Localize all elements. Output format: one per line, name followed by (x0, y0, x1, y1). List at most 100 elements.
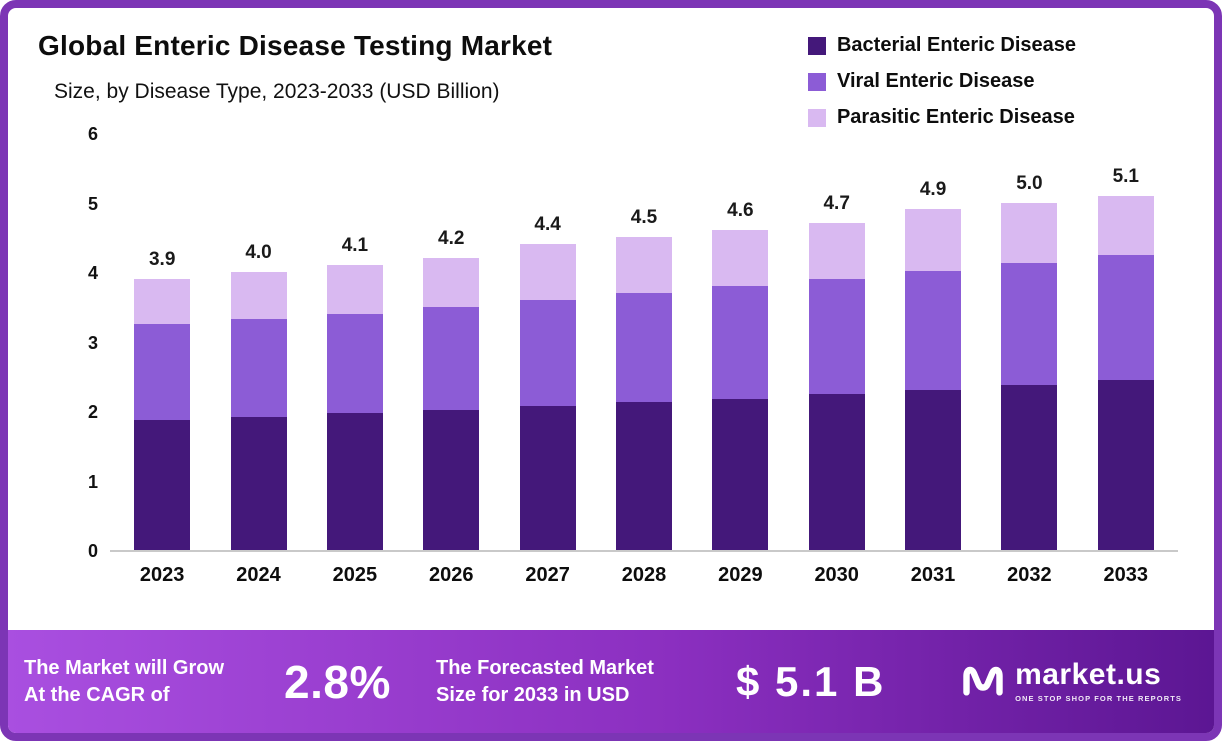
bar-segment (905, 209, 962, 271)
bar-total-label: 4.9 (919, 179, 947, 201)
stacked-bar (615, 237, 672, 550)
bar-total-label: 5.1 (1112, 165, 1139, 187)
bar-segment (712, 398, 769, 550)
legend-item: Viral Enteric Disease (807, 70, 1076, 93)
forecast-caption-line1: The Forecasted Market (436, 656, 654, 679)
stacked-bar (1097, 195, 1154, 550)
legend-swatch (807, 108, 826, 127)
forecast-caption: The Forecasted Market Size for 2033 in U… (436, 655, 736, 709)
x-axis-label: 2026 (429, 564, 474, 586)
forecast-caption-line2: Size for 2033 in USD (436, 683, 630, 706)
bar-segment (808, 223, 865, 279)
bar-segment (519, 406, 576, 550)
bar-segment (326, 313, 383, 414)
bar-group: 4.5 (596, 135, 692, 550)
bar-group: 5.1 (1078, 135, 1174, 550)
bar-segment (134, 278, 191, 325)
stacked-bar (519, 244, 576, 550)
bar-total-label: 4.5 (630, 207, 658, 229)
bar-segment (712, 285, 769, 399)
x-axis-label: 2028 (621, 564, 667, 586)
page-title: Global Enteric Disease Testing Market (38, 30, 553, 61)
cagr-value: 2.8% (284, 655, 391, 708)
brand-name: market.us (1015, 658, 1162, 691)
bar-segment (230, 319, 287, 417)
cagr-caption: The Market will Grow At the CAGR of (16, 655, 284, 709)
y-axis: 0 1 2 3 4 5 6 (56, 124, 104, 561)
x-axis-label: 2027 (525, 564, 570, 586)
x-axis-label: 2023 (139, 564, 185, 586)
chart: 0 1 2 3 4 5 6 3.9 4.0 4.1 4.2 4.4 4.5 4.6 4.7 4.9 5.0 5.… (38, 124, 1178, 587)
bar-segment (134, 324, 191, 421)
y-axis-tick-label: 6 (87, 124, 98, 144)
bar-group: 4.4 (499, 135, 595, 550)
bar-total-label: 4.4 (534, 214, 561, 236)
x-axis-label: 2033 (1103, 564, 1149, 586)
legend-label: Parasitic Enteric Disease (836, 106, 1075, 128)
bar-segment (1097, 380, 1154, 550)
bar-segment (423, 409, 480, 550)
bar-group: 4.2 (403, 135, 499, 550)
stacked-bar (712, 230, 769, 550)
bar-group: 3.9 (114, 135, 210, 550)
bar-segment (808, 394, 865, 550)
brand-logo: market.us ONE STOP SHOP FOR THE REPORTS (961, 660, 1182, 703)
y-axis-tick-label: 4 (87, 263, 98, 283)
x-axis-label: 2032 (1007, 564, 1052, 586)
bar-segment (326, 413, 383, 550)
marketus-logo-icon (961, 661, 1005, 703)
x-axis-label: 2025 (332, 564, 378, 586)
stacked-bar (1001, 202, 1058, 550)
bar-group: 4.7 (789, 135, 885, 550)
x-axis-label: 2031 (910, 564, 956, 586)
legend-swatch (807, 36, 826, 55)
bar-segment (1001, 202, 1058, 263)
chart-legend: Bacterial Enteric Disease Viral Enteric D… (807, 30, 1076, 129)
bar-segment (615, 292, 672, 402)
bar-segment (423, 258, 480, 307)
forecast-value: $ 5.1 B (736, 657, 886, 705)
bar-segment (519, 244, 576, 300)
brand-text: market.us ONE STOP SHOP FOR THE REPORTS (1015, 658, 1182, 704)
bar-segment (423, 306, 480, 410)
bar-segment (1001, 385, 1058, 550)
bar-segment (808, 278, 865, 395)
bar-segment (1097, 195, 1154, 256)
cagr-caption-line1: The Market will Grow (24, 656, 225, 679)
x-axis-label: 2029 (718, 564, 763, 586)
bar-segment (519, 299, 576, 407)
x-axis: 2023 2024 2025 2026 2027 2028 2029 2030 2031 2032… (110, 564, 1178, 587)
bar-total-label: 4.0 (245, 242, 272, 264)
bar-total-label: 4.1 (341, 235, 369, 257)
bar-segment (326, 265, 383, 314)
bar-segment (615, 401, 672, 550)
bar-group: 5.0 (981, 135, 1077, 550)
legend-label: Viral Enteric Disease (836, 70, 1035, 92)
stacked-bar (134, 278, 191, 550)
bar-segment (230, 416, 287, 550)
bar-segment (905, 270, 962, 391)
bottom-banner: The Market will Grow At the CAGR of 2.8%… (8, 630, 1214, 733)
stacked-bar (230, 272, 287, 550)
bar-segment (712, 230, 769, 286)
x-axis-label: 2024 (236, 564, 281, 586)
bar-total-label: 4.6 (727, 200, 754, 222)
legend-swatch (807, 72, 826, 91)
page-subtitle: Size, by Disease Type, 2023-2033 (USD Bi… (54, 80, 500, 103)
bar-segment (230, 272, 287, 320)
x-axis-label: 2030 (814, 564, 859, 586)
bar-segment (615, 237, 672, 293)
stacked-bar (905, 209, 962, 550)
title-block: Global Enteric Disease Testing Market Si… (38, 30, 552, 104)
legend-item: Bacterial Enteric Disease (807, 34, 1076, 57)
bar-segment (1001, 262, 1058, 386)
y-axis-tick-label: 3 (87, 332, 98, 353)
stacked-bar (423, 258, 480, 550)
bar-group: 4.6 (692, 135, 788, 550)
bar-segment (1097, 255, 1154, 381)
bar-group: 4.0 (210, 135, 306, 550)
cagr-caption-line2: At the CAGR of (24, 683, 170, 706)
brand-tagline: ONE STOP SHOP FOR THE REPORTS (1015, 694, 1182, 703)
bar-total-label: 3.9 (148, 248, 176, 270)
